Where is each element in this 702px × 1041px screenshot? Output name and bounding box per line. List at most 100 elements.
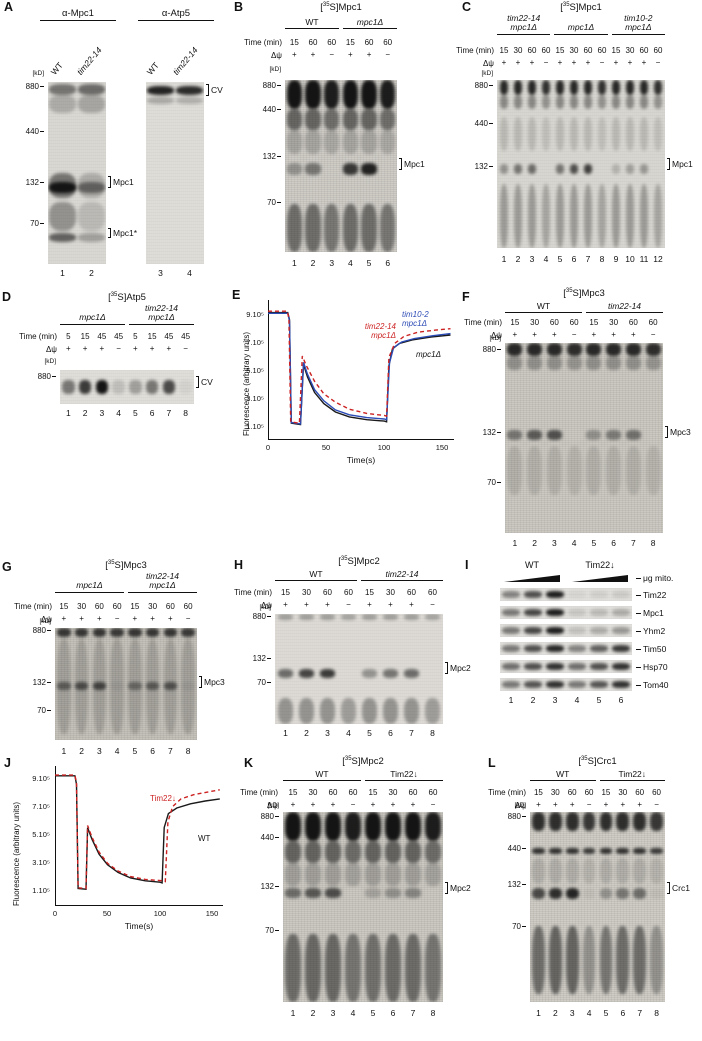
gel-band [380,203,396,252]
panel-title: [35S]Mpc3 [505,288,663,299]
marker-value: 70 [487,478,496,487]
group-headers: WT tim22-14 [275,569,443,582]
time-value: 60 [597,46,607,55]
band-bracket [199,676,202,688]
lane-numbers-row: 1 2 3 4 5 6 [285,258,397,268]
lane-group: mpc1Δ [60,312,125,325]
gel-band [57,681,71,690]
time-value: 15 [510,318,520,327]
gel-band [77,83,106,95]
gel-band [77,202,106,232]
gel-band [567,608,586,616]
panel-C: C [35S]Mpc1 tim22-14 mpc1Δ mpc1Δ tim10-2 m… [456,0,702,288]
time-value: 60 [652,788,662,797]
lane-number: 3 [97,746,102,756]
mw-marker: 440 [251,105,281,114]
group-line: tim22-14 [145,571,180,581]
gel-band [599,848,613,854]
gel-band [541,116,551,151]
gel-band [586,343,602,357]
lane-label: tim22-14 [74,45,104,77]
gel-band [589,608,608,616]
time-value: 60 [323,588,332,597]
gel-band [583,184,593,248]
group-line: WT [305,17,319,27]
lane-number: 7 [166,408,172,418]
gel-band [527,184,537,248]
band-label: Crc1 [672,883,690,893]
y-axis-label: Fluorescence (arbitrary units) [242,331,251,436]
gel-band [606,356,622,370]
x-tick-label: 0 [52,909,58,918]
title-part: S]Crc1 [587,756,617,768]
band-callout: Mpc1 [399,158,425,170]
delta-psi-sign: + [99,344,105,353]
gel-band [582,857,596,885]
title-part: [ [560,2,563,14]
gel-band [545,680,564,688]
panel-A: A α-Mpc1 WT tim22-14 [kD] 880 440 132 70… [0,0,228,288]
gel-band [365,840,381,864]
gel-image [285,80,397,252]
gel-band [541,95,551,109]
fluorescence-plot [55,774,220,890]
gel-band [365,933,381,1002]
gel-band [361,129,377,154]
lane-number: 3 [569,1008,575,1018]
time-value: 30 [550,788,560,797]
gel-band [513,95,523,109]
legend-line: tim22-14 [364,322,396,331]
band-bracket [399,158,402,170]
kilodalton-unit-label: [kD] [514,802,526,809]
marker-value: 880 [252,612,266,621]
delta-psi-row: + + + − + + + − [505,330,663,339]
mw-marker: 880 [21,626,51,635]
group-headers: WT Tim22↓ [530,769,665,782]
time-value: 60 [583,46,593,55]
time-value: 60 [549,318,559,327]
time-value: 15 [289,38,299,47]
panel-label-E: E [232,288,241,302]
group-line: tim22-14 [385,569,419,579]
lane-number: 2 [79,746,84,756]
gel-band [532,848,545,854]
panel-title: [35S]Mpc2 [275,556,443,567]
gel-band [611,116,621,151]
lane-number: 2 [89,268,94,278]
lane-number: 4 [350,1008,356,1018]
gel-band [305,888,321,898]
marker-value: 70 [265,926,274,935]
lane-number: 4 [116,408,121,418]
kilodalton-unit-label: [kD] [489,335,501,342]
panel-label-I: I [465,558,469,572]
kilodalton-unit-label: [kD] [267,802,279,809]
gel-band [589,662,608,670]
gel-band [639,164,649,175]
lane-number: 5 [557,254,563,264]
time-row-label: Time (min) [244,38,282,47]
gel-band [285,812,301,841]
marker-value: 440 [262,105,276,114]
group-line: mpc1Δ [79,312,106,323]
gel-band [342,80,358,110]
lane-number: 8 [185,746,191,756]
time-value: 5 [66,332,71,341]
gel-band [325,933,341,1002]
mw-marker: 132 [463,162,493,171]
gel-band [77,94,106,113]
lane-number: 7 [168,746,173,756]
lane-number: 6 [620,1008,626,1018]
gel-band [305,129,321,154]
gel-band [285,863,301,887]
panel-label-C: C [462,0,472,14]
gel-band [48,94,77,113]
x-tick-label: 50 [102,909,112,918]
marker-value: 132 [260,882,274,891]
lane-group: WT [505,301,582,314]
lane-numbers-row: 1 2 3 4 5 6 7 8 9 10 11 12 [497,254,665,264]
title-part: [ [108,292,111,304]
gel-band [597,116,607,151]
lane-number: 3 [158,268,163,278]
gel-band [77,182,106,193]
delta-psi-sign: + [515,58,521,67]
